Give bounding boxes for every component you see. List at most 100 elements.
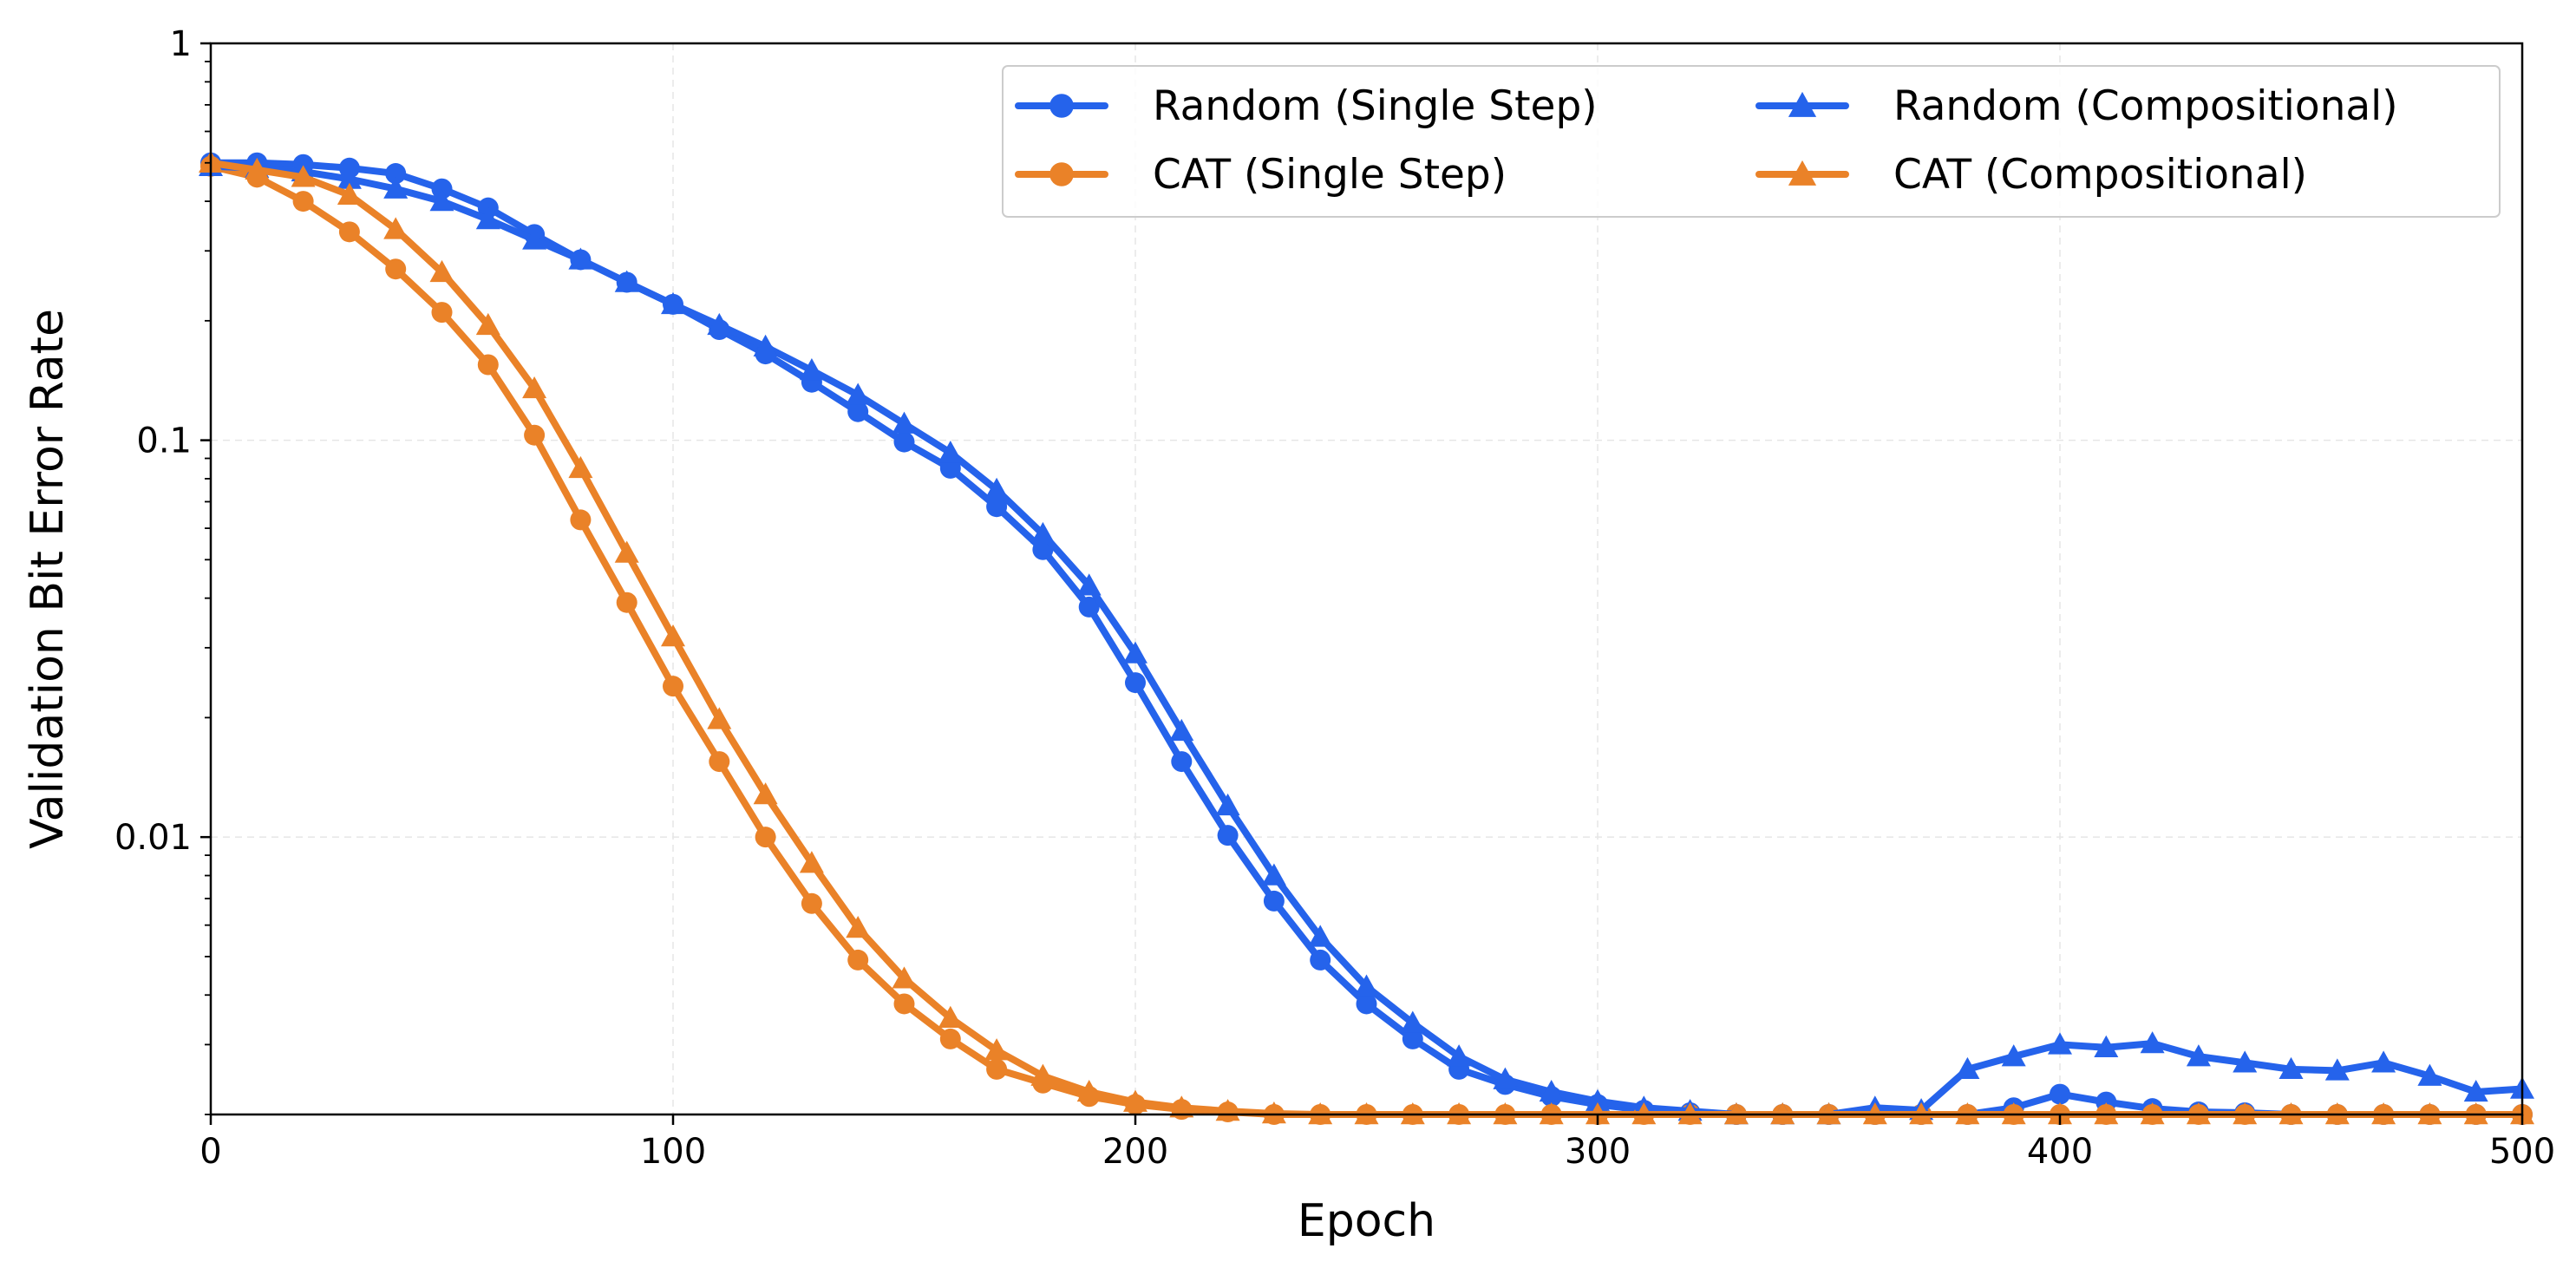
data-point [1723, 1102, 1749, 1125]
data-point [2048, 1102, 2072, 1125]
x-tick-label: 500 [2489, 1132, 2555, 1172]
data-point [1310, 949, 1331, 971]
data-point [1539, 1079, 1564, 1102]
data-point [2001, 1044, 2026, 1067]
plot-frame [209, 42, 2524, 1116]
legend-marker [1049, 162, 1074, 186]
data-point [337, 167, 362, 189]
data-point [1354, 1102, 1379, 1125]
data-point [477, 354, 499, 376]
data-point [663, 676, 683, 697]
data-point [801, 892, 822, 914]
data-point [2186, 1044, 2211, 1067]
data-point [383, 217, 409, 239]
data-point [2050, 1083, 2070, 1105]
data-point [2324, 1058, 2350, 1081]
data-point [431, 178, 453, 199]
legend-box [1002, 65, 2501, 218]
data-point [799, 358, 824, 381]
data-point [984, 477, 1010, 500]
data-point [893, 993, 915, 1015]
x-tick-label: 100 [640, 1132, 706, 1172]
data-point [568, 247, 593, 270]
data-point [2417, 1102, 2442, 1125]
data-point [1030, 521, 1056, 545]
series-line [207, 162, 2526, 1118]
data-point [338, 221, 360, 243]
data-point [2186, 1102, 2211, 1125]
data-point [1171, 751, 1193, 773]
data-point [1400, 1102, 1425, 1125]
series-line [207, 159, 2526, 1118]
ticks: 0 100 200 300 400 500 0.01 0.1 1 [114, 24, 2555, 1172]
data-point [429, 189, 454, 212]
data-point [661, 291, 685, 315]
data-point [385, 163, 407, 185]
data-point [2094, 1035, 2119, 1057]
data-point [1169, 1095, 1194, 1118]
data-point [2140, 1102, 2165, 1125]
legend-label: CAT (Compositional) [1893, 151, 2307, 199]
data-point [337, 182, 362, 205]
data-point [570, 509, 592, 531]
x-tick-label: 0 [199, 1132, 221, 1172]
legend-marker [1049, 94, 1074, 118]
data-point [475, 207, 500, 230]
data-point [846, 382, 871, 405]
data-point [2094, 1102, 2119, 1125]
y-tick-label: 0.1 [136, 422, 192, 461]
data-point [614, 540, 639, 563]
data-point [1078, 596, 1100, 618]
data-point [846, 916, 871, 938]
series-line [207, 159, 2526, 1118]
data-point [1263, 890, 1285, 912]
data-point [1631, 1102, 1657, 1125]
data-point [1539, 1102, 1564, 1125]
data-point [753, 782, 778, 805]
legend-item-cat-single-step: CAT (Single Step) [1015, 151, 1507, 199]
data-point [1030, 1063, 1056, 1086]
data-point [431, 302, 453, 324]
data-point [522, 376, 547, 399]
data-point [709, 751, 730, 773]
data-point [1354, 974, 1379, 997]
data-point [986, 496, 1008, 518]
data-point [939, 1028, 961, 1049]
data-point [1261, 863, 1286, 886]
data-point [1955, 1102, 1980, 1125]
data-point [1356, 993, 1377, 1015]
legend-label: CAT (Single Step) [1153, 151, 1507, 199]
data-point [292, 191, 314, 212]
data-point [245, 157, 270, 180]
data-point [892, 966, 917, 989]
data-point [1400, 1010, 1425, 1033]
data-point [1308, 1102, 1333, 1125]
legend-label: Random (Compositional) [1893, 82, 2398, 130]
data-point [475, 312, 500, 336]
data-point [847, 949, 869, 971]
data-point [2233, 1050, 2258, 1073]
legend-marker [1788, 91, 1817, 117]
legend-item-random-compositional: Random (Compositional) [1755, 82, 2398, 130]
data-point [2279, 1056, 2304, 1080]
data-point [938, 441, 963, 463]
axes [209, 42, 2524, 1116]
x-tick-label: 400 [2027, 1132, 2093, 1172]
data-point [2463, 1102, 2488, 1125]
data-point [939, 457, 961, 479]
legend-label: Random (Single Step) [1153, 82, 1598, 130]
data-point [1402, 1028, 1423, 1049]
data-point [2324, 1102, 2350, 1125]
data-point [522, 227, 547, 250]
data-point [1123, 1089, 1147, 1112]
data-point [2279, 1102, 2304, 1125]
data-point [1308, 925, 1333, 947]
data-point [2463, 1079, 2488, 1102]
legend-item-random-single-step: Random (Single Step) [1015, 82, 1598, 130]
data-point [707, 707, 732, 729]
data-point [661, 624, 685, 647]
data-point [1215, 793, 1240, 816]
data-point [616, 592, 637, 613]
data-point [893, 431, 915, 453]
